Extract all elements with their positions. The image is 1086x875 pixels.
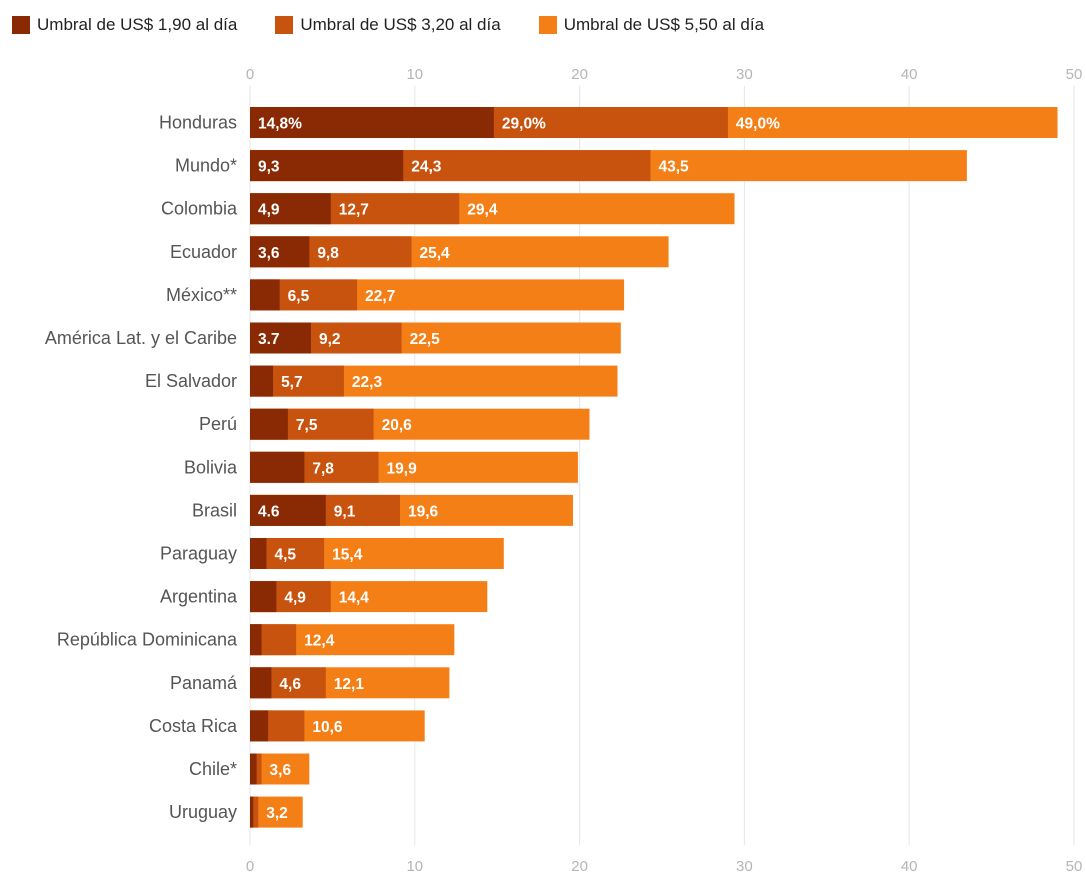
tick-label-top-20: 20 bbox=[571, 66, 588, 83]
data-label-el-salvador-s2: 22,3 bbox=[352, 374, 383, 391]
bar-uruguay-s0 bbox=[250, 796, 254, 828]
tick-label-bottom-10: 10 bbox=[406, 858, 423, 875]
data-label-mundo-s0: 9,3 bbox=[258, 159, 280, 176]
data-label-ecuador-s0: 3,6 bbox=[258, 245, 280, 262]
bar-mexico-s0 bbox=[250, 279, 280, 311]
data-label-colombia-s2: 29,4 bbox=[467, 202, 498, 219]
category-label-paraguay: Paraguay bbox=[160, 544, 237, 564]
data-label-paraguay-s1: 4,5 bbox=[274, 547, 296, 564]
category-label-america-lat-y-el-caribe: América Lat. y el Caribe bbox=[45, 328, 237, 348]
bar-colombia-s0 bbox=[250, 193, 331, 225]
category-label-chile: Chile* bbox=[189, 759, 237, 779]
tick-label-bottom-0: 0 bbox=[246, 858, 254, 875]
data-label-honduras-s2: 49,0% bbox=[736, 116, 780, 133]
data-label-peru-s2: 20,6 bbox=[382, 417, 413, 434]
bar-uruguay-s1 bbox=[250, 796, 259, 828]
bar-costa-rica-s0 bbox=[250, 710, 269, 742]
data-label-mexico-s2: 22,7 bbox=[365, 288, 395, 305]
category-label-bolivia: Bolivia bbox=[184, 457, 238, 477]
legend-swatch-320 bbox=[275, 16, 294, 34]
bar-panama-s0 bbox=[250, 667, 272, 699]
tick-label-bottom-50: 50 bbox=[1066, 858, 1083, 875]
data-label-mundo-s2: 43,5 bbox=[658, 159, 689, 176]
data-label-america-lat-y-el-caribe-s1: 9,2 bbox=[319, 331, 341, 348]
legend-swatch-190 bbox=[12, 16, 30, 34]
data-label-argentina-s1: 4,9 bbox=[284, 590, 306, 607]
tick-label-bottom-30: 30 bbox=[736, 858, 753, 875]
data-label-paraguay-s2: 15,4 bbox=[332, 547, 363, 564]
category-label-costa-rica: Costa Rica bbox=[149, 716, 238, 736]
data-label-uruguay-s2: 3,2 bbox=[266, 805, 288, 822]
category-label-mexico: México** bbox=[166, 285, 237, 305]
data-label-america-lat-y-el-caribe-s2: 22,5 bbox=[410, 331, 441, 348]
data-label-honduras-s0: 14,8% bbox=[258, 116, 302, 133]
legend-label-190: Umbral de US$ 1,90 al día bbox=[37, 15, 238, 34]
data-label-argentina-s2: 14,4 bbox=[339, 590, 370, 607]
bar-mundo-s0 bbox=[250, 150, 404, 182]
data-label-bolivia-s2: 19,9 bbox=[387, 460, 418, 477]
category-label-peru: Perú bbox=[199, 414, 237, 434]
data-label-brasil-s1: 9,1 bbox=[334, 503, 356, 520]
legend-item-550: Umbral de US$ 5,50 al día bbox=[538, 15, 765, 35]
bar-paraguay-s0 bbox=[250, 538, 267, 569]
tick-label-top-10: 10 bbox=[406, 66, 423, 83]
tick-label-top-40: 40 bbox=[901, 66, 918, 83]
data-label-bolivia-s1: 7,8 bbox=[312, 460, 334, 477]
data-label-ecuador-s1: 9,8 bbox=[317, 245, 339, 262]
legend-label-550: Umbral de US$ 5,50 al día bbox=[563, 15, 765, 34]
data-label-brasil-s2: 19,6 bbox=[408, 503, 439, 520]
data-label-ecuador-s2: 25,4 bbox=[420, 245, 451, 262]
data-label-peru-s1: 7,5 bbox=[296, 417, 318, 434]
bar-argentina-s0 bbox=[250, 581, 277, 613]
bar-bolivia-s0 bbox=[250, 451, 305, 483]
legend: Umbral de US$ 1,90 al día Umbral de US$ … bbox=[12, 13, 802, 37]
category-label-el-salvador: El Salvador bbox=[145, 371, 237, 391]
data-label-chile-s2: 3,6 bbox=[270, 762, 292, 779]
data-label-mexico-s1: 6,5 bbox=[288, 288, 310, 305]
data-label-colombia-s1: 12,7 bbox=[339, 202, 369, 219]
category-label-mundo: Mundo* bbox=[175, 156, 237, 176]
category-label-colombia: Colombia bbox=[161, 199, 238, 219]
tick-label-top-30: 30 bbox=[736, 66, 753, 83]
tick-label-top-50: 50 bbox=[1066, 66, 1083, 83]
legend-item-190: Umbral de US$ 1,90 al día bbox=[12, 15, 237, 35]
data-label-panama-s1: 4,6 bbox=[279, 676, 301, 693]
data-label-republica-dominicana-s2: 12,4 bbox=[304, 633, 335, 650]
bar-peru-s0 bbox=[250, 408, 288, 440]
category-label-honduras: Honduras bbox=[159, 113, 237, 133]
category-label-panama: Panamá bbox=[170, 673, 238, 693]
legend-item-320: Umbral de US$ 3,20 al día bbox=[275, 15, 501, 35]
category-label-uruguay: Uruguay bbox=[169, 802, 237, 822]
bar-honduras-s0 bbox=[250, 107, 494, 138]
bar-brasil-s0 bbox=[250, 494, 326, 526]
bar-ecuador-s0 bbox=[250, 236, 310, 268]
bar-el-salvador-s0 bbox=[250, 365, 274, 397]
bar-chile-s0 bbox=[250, 753, 257, 785]
data-label-brasil-s0: 4.6 bbox=[258, 503, 280, 520]
tick-label-bottom-20: 20 bbox=[571, 858, 588, 875]
data-label-colombia-s0: 4,9 bbox=[258, 202, 280, 219]
data-label-costa-rica-s2: 10,6 bbox=[312, 719, 343, 736]
category-label-republica-dominicana: República Dominicana bbox=[57, 630, 238, 650]
legend-swatch-550 bbox=[538, 16, 557, 34]
data-label-honduras-s1: 29,0% bbox=[502, 116, 546, 133]
data-label-america-lat-y-el-caribe-s0: 3.7 bbox=[258, 331, 280, 348]
category-label-brasil: Brasil bbox=[192, 500, 237, 520]
category-label-argentina: Argentina bbox=[160, 587, 238, 607]
legend-label-320: Umbral de US$ 3,20 al día bbox=[300, 15, 501, 34]
tick-label-top-0: 0 bbox=[246, 66, 254, 83]
data-label-mundo-s1: 24,3 bbox=[411, 159, 442, 176]
category-label-ecuador: Ecuador bbox=[170, 242, 237, 262]
bar-republica-dominicana-s0 bbox=[250, 624, 262, 656]
bar-uruguay-s2 bbox=[250, 796, 303, 828]
data-label-el-salvador-s1: 5,7 bbox=[281, 374, 303, 391]
data-label-panama-s2: 12,1 bbox=[334, 676, 365, 693]
tick-label-bottom-40: 40 bbox=[901, 858, 918, 875]
bar-america-lat-y-el-caribe-s0 bbox=[250, 322, 311, 354]
